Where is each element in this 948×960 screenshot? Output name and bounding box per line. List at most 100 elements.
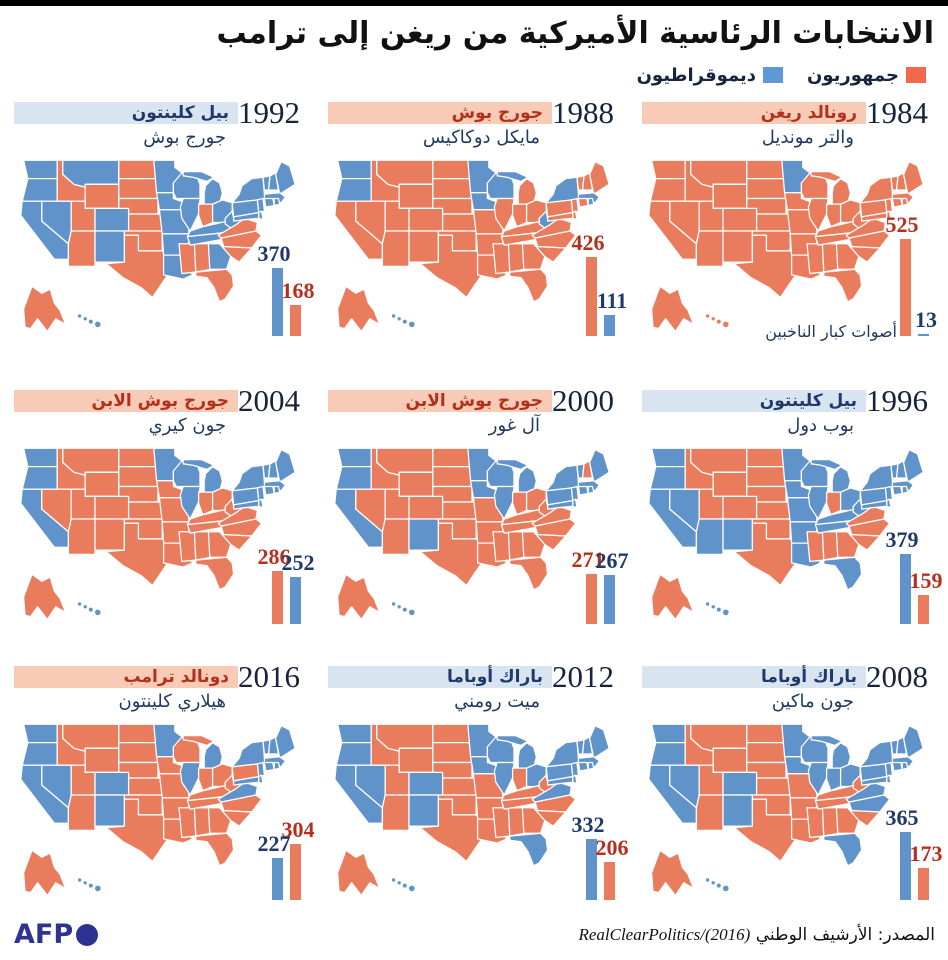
state-NC bbox=[848, 518, 891, 537]
year-label: 1992 bbox=[238, 95, 300, 130]
year-label: 2008 bbox=[866, 659, 928, 694]
state-AZ bbox=[695, 518, 724, 556]
state-CT bbox=[891, 761, 903, 772]
state-SC bbox=[218, 243, 253, 263]
state-MA bbox=[891, 480, 915, 492]
panel-header: باراك أوباما 2008 bbox=[642, 659, 934, 694]
state-CO bbox=[94, 495, 130, 520]
rep-votes-bar bbox=[900, 239, 911, 336]
rep-votes-value: 271 bbox=[571, 547, 605, 572]
state-HI-0 bbox=[391, 878, 396, 882]
state-MA bbox=[577, 192, 601, 204]
state-CT bbox=[263, 485, 275, 496]
loser-name: آل غور bbox=[488, 415, 540, 436]
dem-votes-bar bbox=[900, 832, 911, 900]
state-KS bbox=[755, 501, 791, 520]
winner-name: باراك أوباما bbox=[447, 667, 543, 687]
state-MI bbox=[203, 742, 224, 769]
rep-votes-bar bbox=[290, 305, 301, 336]
state-WY bbox=[712, 747, 748, 774]
state-MI bbox=[831, 466, 852, 493]
legend-label-republicans: جمهوريون bbox=[807, 64, 899, 86]
state-HI-0 bbox=[77, 602, 82, 606]
dem-votes-value: 252 bbox=[281, 550, 315, 575]
dem-votes-bar bbox=[272, 858, 283, 900]
map-area: 332 206 bbox=[328, 720, 629, 908]
state-HI-0 bbox=[391, 314, 396, 318]
state-OR bbox=[649, 466, 686, 490]
loser-name: بوب دول bbox=[787, 415, 854, 436]
panel-header: رونالد ريغن 1984 bbox=[642, 95, 934, 130]
rep-votes-value: 286 bbox=[257, 544, 291, 569]
rep-votes-value: 206 bbox=[595, 835, 629, 860]
winner-chip: رونالد ريغن bbox=[642, 102, 866, 124]
state-NJ bbox=[570, 761, 580, 778]
state-ME bbox=[902, 161, 924, 195]
state-ND bbox=[432, 159, 473, 180]
state-SD bbox=[432, 742, 473, 764]
state-MS bbox=[806, 243, 825, 275]
state-HI-1 bbox=[397, 317, 401, 321]
state-MS bbox=[806, 531, 825, 563]
state-NJ bbox=[256, 485, 266, 502]
state-ND bbox=[118, 447, 159, 468]
state-RI bbox=[587, 761, 595, 771]
dem-votes-bar bbox=[586, 839, 597, 900]
state-TX bbox=[733, 798, 797, 863]
state-ME bbox=[902, 725, 924, 759]
state-SD bbox=[432, 466, 473, 488]
state-HI-2 bbox=[88, 607, 93, 612]
state-OR bbox=[335, 742, 372, 766]
state-MD bbox=[232, 499, 260, 510]
state-WY bbox=[84, 747, 120, 774]
state-ND bbox=[432, 723, 473, 744]
state-NJ bbox=[884, 485, 894, 502]
state-WA bbox=[336, 447, 372, 468]
state-FL bbox=[823, 832, 863, 867]
state-NJ bbox=[570, 485, 580, 502]
winner-chip: جورج بوش الابن bbox=[328, 390, 552, 412]
loser-name: والتر مونديل bbox=[761, 127, 854, 148]
state-IN bbox=[511, 491, 528, 516]
state-DE bbox=[258, 498, 264, 509]
state-HI-3 bbox=[95, 321, 101, 328]
state-MA bbox=[577, 756, 601, 768]
state-TX bbox=[105, 234, 169, 299]
source-credit: المصدر: الأرشيف الوطني RealClearPolitics… bbox=[578, 925, 935, 945]
state-TX bbox=[105, 798, 169, 863]
state-ME bbox=[588, 449, 610, 483]
state-AK bbox=[650, 849, 695, 897]
state-ND bbox=[746, 723, 787, 744]
state-NM bbox=[722, 518, 754, 551]
winner-name: جورج بوش bbox=[451, 103, 543, 123]
legend-item-democrats: ديموقراطيون bbox=[637, 65, 784, 86]
state-DE bbox=[572, 774, 578, 785]
state-TX bbox=[419, 522, 483, 587]
state-SC bbox=[846, 243, 881, 263]
state-NM bbox=[94, 518, 126, 551]
winner-name: رونالد ريغن bbox=[760, 103, 857, 123]
dem-votes-bar bbox=[604, 315, 615, 336]
loser-name: جورج بوش bbox=[143, 127, 226, 148]
state-FL bbox=[509, 832, 549, 867]
us-electoral-map-2012 bbox=[334, 723, 610, 897]
dem-votes-bar bbox=[290, 577, 301, 624]
map-area: 525 13 أصوات كبار الناخبين bbox=[642, 156, 937, 344]
dem-votes-value: 13 bbox=[915, 307, 937, 332]
state-CT bbox=[577, 761, 589, 772]
panel-header: دونالد ترامب 2016 bbox=[14, 659, 306, 694]
state-MS bbox=[492, 243, 511, 275]
state-NJ bbox=[256, 761, 266, 778]
state-CO bbox=[94, 771, 130, 796]
state-HI-0 bbox=[705, 602, 710, 606]
state-SD bbox=[118, 178, 159, 200]
dem-votes-value: 111 bbox=[596, 288, 628, 313]
legend: جمهوريون ديموقراطيون bbox=[14, 64, 926, 86]
state-AK bbox=[650, 573, 695, 621]
state-CT bbox=[891, 197, 903, 208]
state-ME bbox=[274, 725, 296, 759]
state-HI-2 bbox=[402, 319, 407, 324]
state-AK bbox=[22, 285, 67, 333]
state-MD bbox=[232, 775, 260, 786]
state-ND bbox=[118, 159, 159, 180]
